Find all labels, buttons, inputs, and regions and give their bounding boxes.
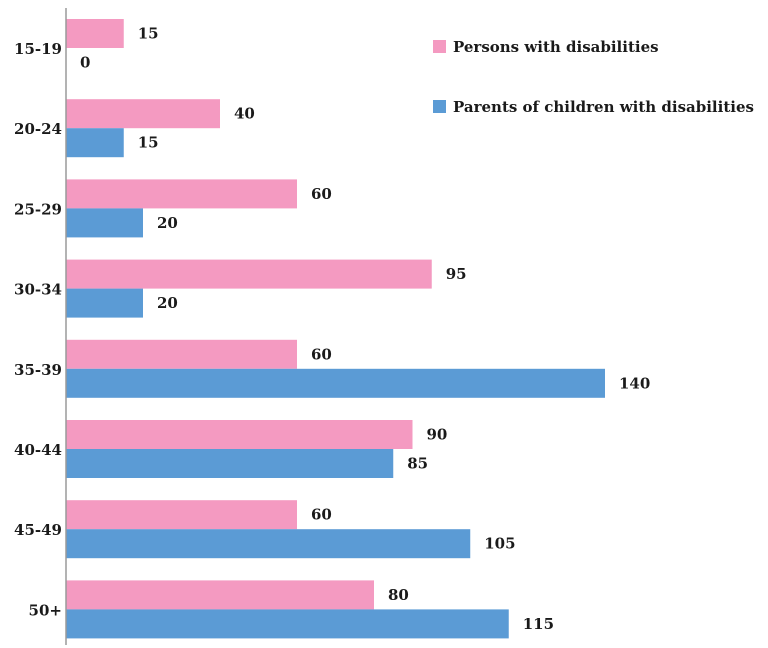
data-label: 90	[427, 426, 448, 444]
bar-parents	[66, 368, 605, 398]
category-label: 35-39	[14, 361, 62, 379]
legend-label: Persons with disabilities	[453, 38, 659, 56]
category-label: 50+	[29, 601, 62, 619]
data-label: 20	[157, 214, 178, 232]
data-label: 115	[523, 615, 554, 633]
bar-parents	[66, 208, 143, 238]
category-label: 20-24	[14, 120, 62, 138]
labels-layer: 15-19 15 0 20-24 40 15 25-29 60 20 30-34 95 20 35-39…	[14, 25, 650, 633]
category-label: 45-49	[14, 521, 62, 539]
bar-parents	[66, 609, 509, 639]
bar-persons	[66, 580, 374, 610]
category-label: 15-19	[14, 40, 62, 58]
bars-layer	[66, 19, 605, 639]
data-label: 105	[484, 535, 515, 553]
legend: Persons with disabilities Parents of chil…	[433, 38, 754, 116]
data-label: 40	[234, 105, 255, 123]
data-label: 85	[407, 455, 428, 473]
bar-parents	[66, 128, 124, 158]
bar-parents	[66, 288, 143, 318]
bar-persons	[66, 99, 220, 129]
data-label: 140	[619, 374, 650, 392]
bar-persons	[66, 19, 124, 48]
data-label: 20	[157, 294, 178, 312]
legend-swatch	[433, 100, 446, 113]
bar-persons	[66, 420, 413, 449]
data-label: 15	[138, 25, 159, 43]
data-label: 60	[311, 506, 332, 524]
data-label: 60	[311, 185, 332, 203]
bar-persons	[66, 339, 297, 369]
data-label: 60	[311, 345, 332, 363]
bar-parents	[66, 449, 394, 478]
bar-persons	[66, 179, 297, 209]
bar-parents	[66, 529, 471, 559]
bar-persons	[66, 259, 432, 289]
data-label: 95	[446, 265, 467, 283]
legend-label: Parents of children with disabilities	[453, 98, 754, 116]
data-label: 0	[80, 54, 90, 72]
bar-persons	[66, 500, 297, 530]
data-label: 15	[138, 134, 159, 152]
data-label: 80	[388, 586, 409, 604]
category-label: 30-34	[14, 281, 62, 299]
category-label: 40-44	[14, 441, 62, 459]
legend-swatch	[433, 40, 446, 53]
category-label: 25-29	[14, 200, 62, 218]
